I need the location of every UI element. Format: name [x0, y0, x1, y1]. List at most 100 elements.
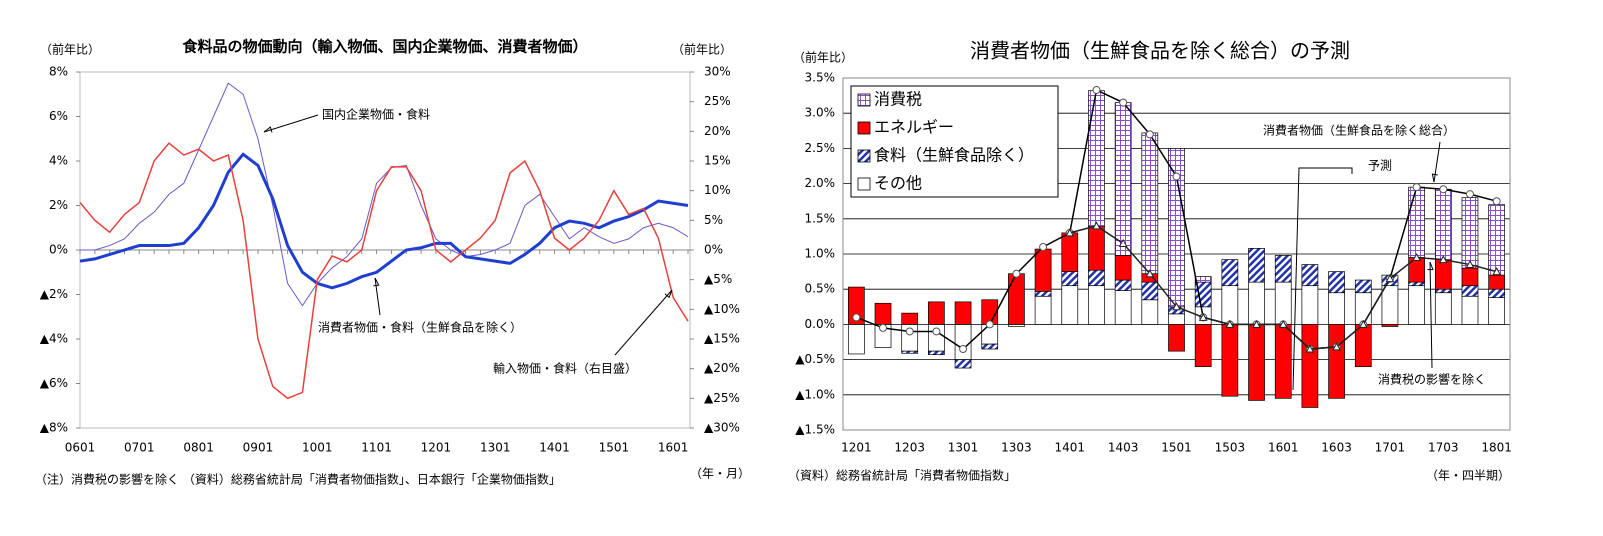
- y2-tick-label: 15%: [704, 154, 731, 168]
- legend-swatch: [857, 149, 871, 163]
- x-tick-label: 0701: [124, 441, 155, 455]
- bar-segment: [1488, 288, 1506, 298]
- bar-segment: [981, 343, 999, 350]
- bar-segment: [954, 301, 972, 325]
- bar-segment: [1328, 324, 1345, 399]
- bar-segment: [1488, 204, 1506, 276]
- annotation-bracket: [1292, 167, 1353, 391]
- x-tick-label: 0901: [243, 441, 274, 455]
- annotation: 輸入物価・食料（右目盛）: [493, 361, 637, 376]
- bar-segment: [1034, 295, 1052, 325]
- annotation-arrow: [374, 277, 381, 316]
- annotation-arrow: [614, 289, 673, 356]
- bar-segment: [1088, 226, 1105, 271]
- y2-axis-label: （前年比）: [672, 42, 732, 57]
- y-tick-label: 1.0%: [805, 247, 836, 261]
- x-tick-label: 1503: [1215, 441, 1246, 455]
- line-marker: [1438, 255, 1448, 264]
- bar-segment: [1461, 295, 1479, 325]
- series-line: [80, 82, 689, 307]
- x-tick-label: 1703: [1428, 441, 1459, 455]
- x-tick-label: 1303: [1001, 441, 1032, 455]
- bar-segment: [1408, 281, 1425, 287]
- bar-segment: [954, 324, 972, 360]
- chart-title: 消費者物価（生鮮食品を除く総合）の予測: [970, 39, 1350, 63]
- bar-segment: [1194, 324, 1212, 367]
- y-tick-label: ▲0.5%: [795, 352, 835, 366]
- x-tick-label: 1201: [421, 441, 452, 455]
- chart-title: 食料品の物価動向（輸入物価、国内企業物価、消費者物価）: [182, 38, 587, 56]
- series-line: [79, 152, 689, 290]
- x-tick-label: 1201: [841, 441, 872, 455]
- line-marker: [1465, 260, 1475, 269]
- bar-segment: [1248, 281, 1265, 325]
- legend-swatch: [857, 121, 871, 135]
- line-marker: [1252, 319, 1261, 328]
- bar-segment: [1408, 285, 1425, 325]
- bar-segment: [1194, 276, 1212, 283]
- bar-segment: [1088, 269, 1105, 287]
- bar-segment: [1434, 188, 1452, 260]
- x-tick-label: 1501: [599, 441, 630, 455]
- bar-segment: [1168, 148, 1185, 308]
- legend-box: [850, 85, 1059, 198]
- bar-segment: [1301, 264, 1319, 287]
- bar-segment: [1088, 285, 1105, 325]
- y-tick-label: 0.0%: [805, 317, 836, 331]
- bar-segment: [1461, 267, 1479, 287]
- bar-segment: [1248, 324, 1265, 401]
- bar-segment: [1114, 290, 1132, 325]
- line-marker: [1119, 98, 1128, 107]
- annotation-arrow-head: [1431, 173, 1438, 183]
- bar-segment: [1088, 90, 1105, 227]
- line-marker: [905, 327, 914, 336]
- bar-segment: [1381, 285, 1399, 325]
- annotation: 消費者物価・食料（生鮮食品を除く）: [318, 320, 522, 335]
- line-marker: [1118, 238, 1128, 247]
- y-tick-label: 6%: [49, 109, 68, 123]
- bar-segment: [1301, 324, 1319, 408]
- note: （注）消費税の影響を除く （資料）総務省統計局「消費者物価指数」、日本銀行「企業…: [35, 472, 561, 487]
- bar-segment: [1061, 271, 1079, 287]
- annotation: 国内企業物価・食料: [322, 107, 430, 122]
- y-tick-label: 8%: [49, 65, 68, 79]
- bar-segment: [1221, 324, 1239, 397]
- bar-segment: [1354, 324, 1372, 367]
- x-tick-label: 1501: [1161, 441, 1192, 455]
- note: （資料）総務省統計局「消費者物価指数」: [788, 468, 1016, 483]
- line-marker: [985, 320, 994, 329]
- bar-segment: [928, 350, 945, 356]
- bar-segment: [1221, 259, 1239, 287]
- bar-segment: [901, 312, 919, 325]
- y-tick-label: 3.5%: [805, 71, 836, 85]
- legend-label: 食料（生鮮食品除く）: [874, 146, 1034, 165]
- bar-segment: [1274, 255, 1292, 283]
- x-tick-label: 1001: [302, 441, 333, 455]
- line-marker: [1465, 190, 1474, 199]
- y2-tick-label: 5%: [704, 213, 723, 227]
- x-tick-label: 1601: [1268, 441, 1299, 455]
- bar-segment: [1168, 324, 1185, 352]
- line-marker: [1039, 242, 1048, 251]
- bar-segment: [874, 302, 892, 325]
- annotation-arrow-head: [263, 126, 273, 133]
- bar-segment: [1141, 132, 1159, 275]
- annotation-arrow-head: [664, 289, 673, 299]
- bar-segment: [1381, 324, 1399, 327]
- bar-segment: [1488, 297, 1506, 325]
- x-tick-label: 0601: [65, 441, 96, 455]
- line-marker: [1492, 267, 1501, 276]
- annotation: 予測: [1368, 159, 1392, 173]
- line-marker: [1172, 172, 1181, 181]
- line-marker: [1172, 302, 1181, 311]
- annotation: 消費者物価（生鮮食品を除く総合）: [1263, 123, 1455, 138]
- y-tick-label: 1.5%: [805, 211, 836, 225]
- line-marker: [1492, 197, 1501, 206]
- y2-tick-label: ▲20%: [704, 361, 740, 375]
- line-marker: [1385, 274, 1395, 283]
- line-marker: [1412, 252, 1421, 262]
- plot-area: [842, 77, 1511, 431]
- bar-segment: [1008, 273, 1025, 325]
- bar-segment: [928, 301, 945, 325]
